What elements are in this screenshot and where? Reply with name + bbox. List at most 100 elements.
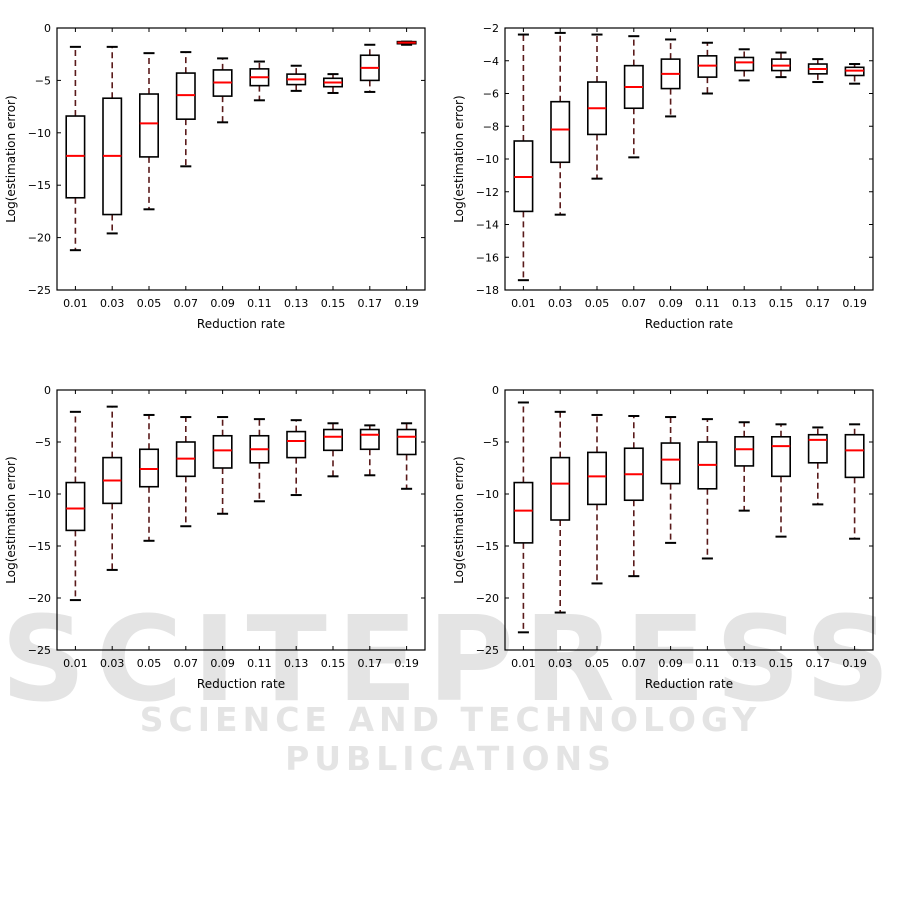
x-tick-label: 0.17	[806, 297, 831, 310]
box-iqr	[734, 56, 755, 72]
x-tick-label: 0.05	[137, 657, 162, 670]
box-0.11	[697, 418, 718, 560]
y-tick-label: −5	[483, 436, 499, 449]
box-iqr	[359, 428, 380, 451]
y-tick-label: 0	[44, 22, 51, 35]
box-0.17	[359, 424, 380, 477]
box-iqr	[550, 100, 571, 164]
x-tick-label: 0.13	[732, 297, 757, 310]
plot-frame	[504, 389, 874, 651]
y-tick-label: −8	[483, 120, 499, 133]
box-0.13	[286, 419, 307, 497]
x-tick-label: 0.13	[732, 657, 757, 670]
x-tick-label: 0.09	[210, 297, 235, 310]
x-tick-label: 0.13	[284, 657, 309, 670]
box-iqr	[65, 481, 86, 532]
x-tick-label: 0.03	[100, 297, 125, 310]
chart-panel-3: 0 −5 −10 −15 −20 −25 0.01 0.03 0.05 0.07 0.09 0.11 0…	[4, 384, 426, 691]
x-axis-label: Reduction rate	[197, 677, 285, 691]
x-tick-label: 0.07	[174, 297, 199, 310]
y-tick-label: −5	[35, 74, 51, 87]
box-iqr	[322, 428, 343, 452]
y-tick-label: −15	[476, 540, 499, 553]
box-iqr	[286, 430, 307, 459]
box-0.19	[396, 422, 417, 490]
plot-frame	[56, 389, 426, 651]
box-0.19	[396, 40, 417, 46]
chart-panel-1: 0 −5 −10 −15 −20 −25 0.01 0.03 0.05 0.07 0.09 0.11 0…	[4, 22, 426, 331]
x-tick-label: 0.01	[63, 297, 88, 310]
y-tick-label: −18	[476, 284, 499, 297]
x-tick-label: 0.03	[100, 657, 125, 670]
y-tick-label: −15	[28, 179, 51, 192]
x-tick-label: 0.19	[394, 297, 419, 310]
box-0.09	[660, 416, 681, 544]
box-0.01	[65, 45, 86, 252]
box-0.03	[550, 31, 571, 216]
box-0.01	[513, 33, 534, 282]
box-0.09	[212, 416, 233, 515]
box-iqr	[139, 448, 160, 488]
box-0.17	[807, 426, 828, 506]
y-tick-label: −10	[476, 488, 499, 501]
x-tick-label: 0.15	[769, 657, 794, 670]
box-0.07	[623, 415, 644, 578]
box-0.07	[175, 416, 196, 528]
x-tick-label: 0.15	[321, 297, 346, 310]
y-tick-label: −10	[28, 488, 51, 501]
plot-frame	[504, 27, 874, 291]
x-axis-label: Reduction rate	[197, 317, 285, 331]
y-tick-label: −15	[28, 540, 51, 553]
x-tick-label: 0.17	[358, 297, 383, 310]
box-iqr	[396, 428, 417, 456]
x-tick-label: 0.01	[511, 657, 536, 670]
y-tick-label: −25	[28, 284, 51, 297]
x-tick-label: 0.09	[658, 657, 683, 670]
x-tick-label: 0.19	[842, 657, 867, 670]
box-0.19	[844, 423, 865, 540]
box-0.01	[513, 401, 534, 634]
y-tick-label: −6	[483, 88, 499, 101]
y-tick-label: −14	[476, 219, 499, 232]
x-tick-label: 0.11	[247, 297, 272, 310]
x-tick-label: 0.03	[548, 657, 573, 670]
x-tick-label: 0.19	[842, 297, 867, 310]
box-iqr	[212, 434, 233, 469]
box-0.05	[586, 33, 607, 180]
y-tick-label: −12	[476, 186, 499, 199]
box-iqr	[770, 435, 791, 478]
y-tick-label: 0	[492, 384, 499, 397]
y-tick-label: −2	[483, 22, 499, 35]
box-0.01	[65, 410, 86, 602]
box-0.11	[697, 41, 718, 95]
y-tick-label: −5	[35, 436, 51, 449]
box-0.13	[734, 48, 755, 82]
box-0.09	[660, 38, 681, 118]
box-0.17	[807, 58, 828, 84]
box-0.05	[139, 413, 160, 542]
x-tick-label: 0.01	[511, 297, 536, 310]
x-tick-label: 0.11	[695, 297, 720, 310]
y-tick-label: −20	[28, 232, 51, 245]
y-tick-label: 0	[44, 384, 51, 397]
box-0.03	[550, 410, 571, 614]
y-tick-label: −25	[476, 644, 499, 657]
box-0.13	[734, 421, 755, 512]
box-iqr	[807, 433, 828, 464]
box-0.15	[770, 423, 791, 538]
y-axis-label: Log(estimation error)	[452, 95, 466, 222]
watermark-main: SCITEPRESS	[0, 590, 901, 728]
x-axis-label: Reduction rate	[645, 317, 733, 331]
watermark-sub: SCIENCE AND TECHNOLOGY PUBLICATIONS	[139, 700, 762, 778]
y-axis-label: Log(estimation error)	[4, 456, 18, 583]
x-tick-label: 0.09	[658, 297, 683, 310]
box-iqr	[660, 442, 681, 485]
box-0.03	[102, 45, 123, 235]
box-iqr	[65, 115, 86, 199]
box-0.09	[212, 57, 233, 124]
box-0.11	[249, 60, 270, 102]
box-iqr	[175, 72, 196, 120]
box-0.19	[844, 63, 865, 85]
box-iqr	[844, 433, 865, 479]
